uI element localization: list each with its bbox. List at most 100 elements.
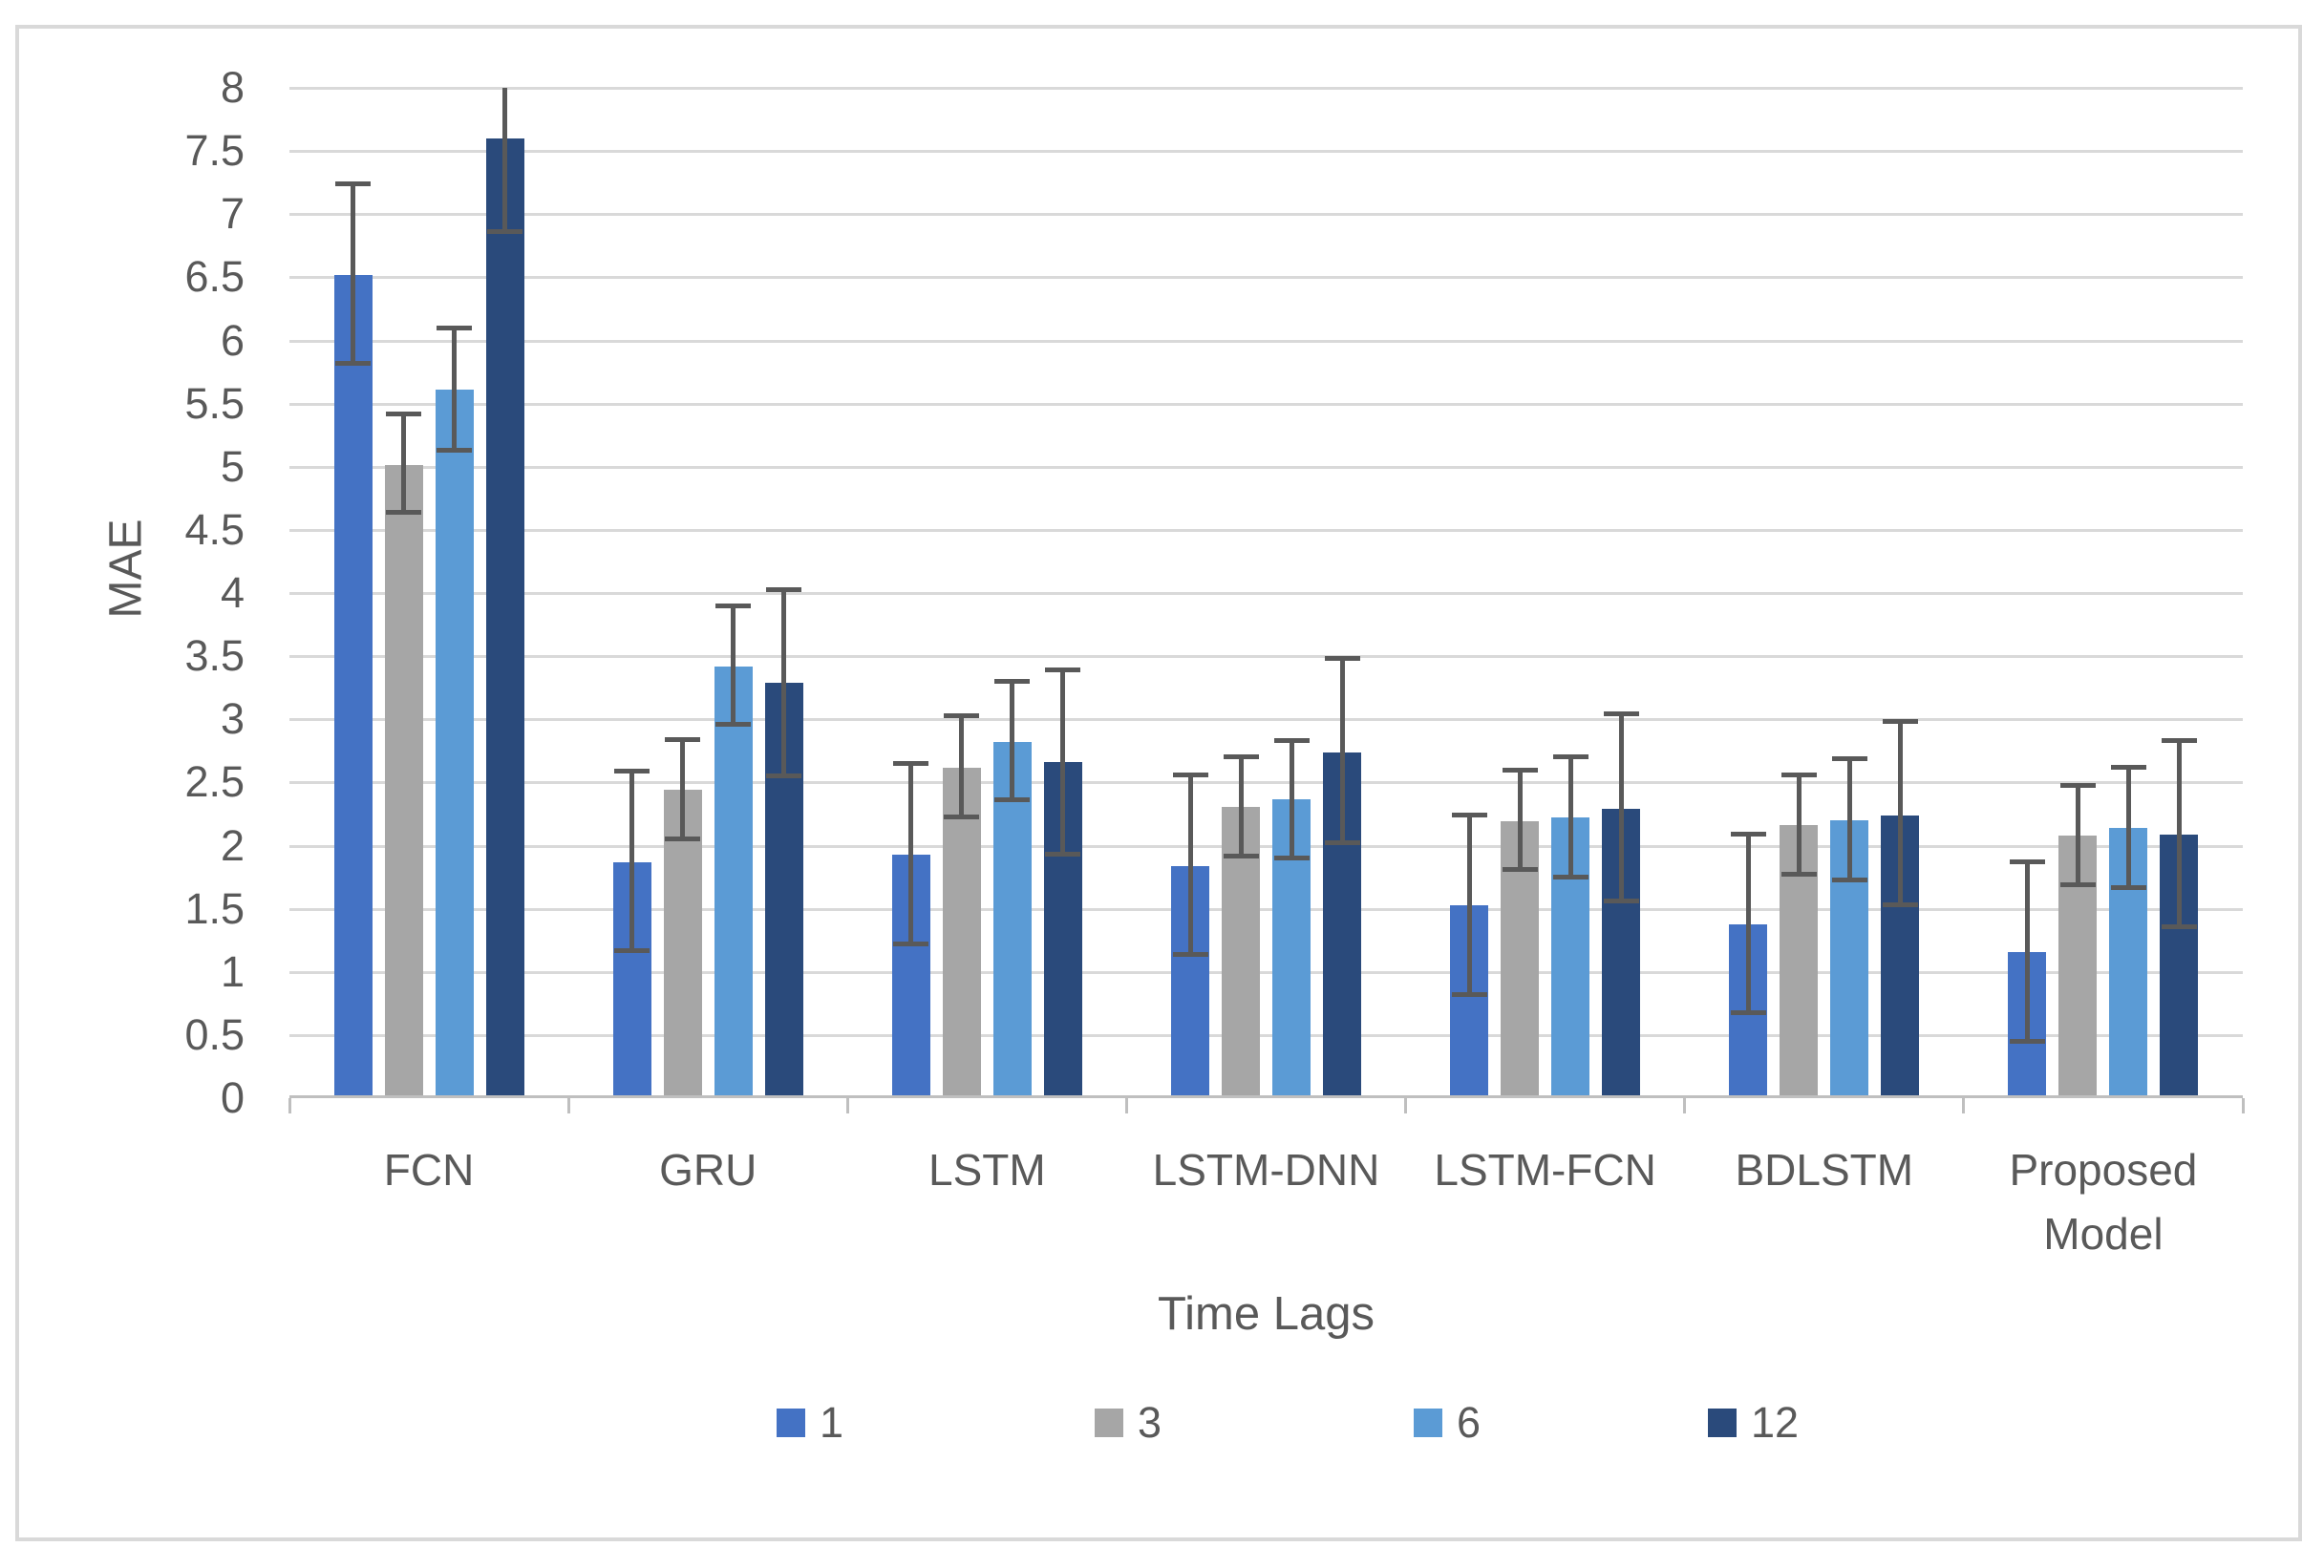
error-bar [1223, 853, 1259, 858]
error-bar [893, 942, 929, 947]
error-bar [1045, 852, 1081, 858]
error-bar [386, 411, 422, 416]
x-axis-tick [1124, 1098, 1128, 1113]
error-bar [2009, 859, 2045, 865]
error-bar [335, 360, 372, 366]
y-tick-label: 4.5 [184, 504, 245, 554]
error-bar [1172, 772, 1208, 777]
x-axis-tick [1962, 1098, 1966, 1113]
error-bar [994, 797, 1031, 803]
error-bar [614, 947, 650, 953]
error-bar [944, 712, 980, 718]
y-tick-label: 5.5 [184, 378, 245, 428]
x-category-label-bdlstm: BDLSTM [1735, 1145, 1914, 1195]
gridline [289, 781, 2243, 785]
error-bar [452, 328, 458, 451]
gridline [289, 402, 2243, 406]
legend-swatch-lag-1 [777, 1409, 805, 1437]
error-bar [1552, 875, 1588, 880]
error-bar [731, 605, 736, 725]
legend-item-lag-12: 12 [1708, 1398, 1799, 1447]
error-bar [1603, 899, 1639, 904]
y-tick-label: 1.5 [184, 883, 245, 933]
error-bar [2161, 738, 2197, 744]
x-axis-line [289, 1095, 2243, 1098]
x-axis-tick [1404, 1098, 1408, 1113]
error-bar [2176, 740, 2182, 927]
error-bar [1517, 770, 1523, 870]
gridline [289, 1033, 2243, 1037]
error-bar [502, 88, 508, 232]
legend-item-lag-3: 3 [1095, 1398, 1162, 1447]
x-axis-title: Time Lags [1158, 1288, 1375, 1340]
error-bar [665, 837, 701, 842]
error-bar [1502, 767, 1538, 773]
error-bar [781, 589, 787, 776]
error-bar [665, 736, 701, 742]
error-bar [1780, 872, 1817, 878]
y-tick-label: 4 [220, 568, 245, 617]
x-category-label-lstm-dnn: LSTM-DNN [1152, 1145, 1380, 1195]
error-bar [1796, 774, 1802, 875]
gridline [289, 592, 2243, 595]
error-bar [1745, 834, 1751, 1013]
error-bar [680, 739, 686, 839]
x-axis-tick [288, 1098, 291, 1113]
y-tick-label: 3 [220, 694, 245, 744]
error-bar [1451, 813, 1487, 818]
gridline [289, 87, 2243, 90]
error-bar [1060, 669, 1066, 855]
error-bar [2125, 767, 2131, 888]
y-tick-label: 0.5 [184, 1009, 245, 1059]
legend-label-lag-1: 1 [820, 1398, 844, 1447]
bar-fcn-lag-3 [384, 465, 423, 1098]
legend: 1 3 6 12 [0, 1398, 2324, 1459]
error-bar [386, 509, 422, 515]
legend-swatch-lag-12 [1708, 1409, 1737, 1437]
error-bar [944, 814, 980, 819]
gridline [289, 844, 2243, 848]
gridline [289, 655, 2243, 659]
gridline [289, 970, 2243, 974]
y-tick-label: 6.5 [184, 252, 245, 302]
y-tick-label: 2 [220, 820, 245, 870]
error-bar [487, 229, 523, 235]
error-bar [1831, 877, 1867, 882]
error-bar [1273, 856, 1310, 861]
error-bar [401, 413, 407, 513]
error-bar [1451, 992, 1487, 998]
error-bar [2024, 861, 2030, 1042]
gridline [289, 528, 2243, 532]
error-bar [1730, 832, 1766, 837]
gridline [289, 213, 2243, 217]
error-bar [1846, 758, 1852, 880]
gridline [289, 276, 2243, 280]
error-bar [1223, 754, 1259, 760]
bar-fcn-lag-6 [435, 390, 474, 1098]
x-category-label-lstm-fcn: LSTM-FCN [1434, 1145, 1656, 1195]
error-bar [766, 773, 802, 779]
error-bar [1552, 754, 1588, 760]
error-bar [1324, 840, 1360, 846]
error-bar [1466, 815, 1472, 995]
error-bar [1730, 1009, 1766, 1015]
error-bar [614, 768, 650, 773]
legend-swatch-lag-3 [1095, 1409, 1123, 1437]
error-bar [994, 679, 1031, 685]
legend-item-lag-1: 1 [777, 1398, 843, 1447]
y-tick-label: 2.5 [184, 757, 245, 807]
error-bar [1010, 681, 1015, 800]
y-tick-label: 6 [220, 315, 245, 365]
y-tick-label: 0 [220, 1073, 245, 1122]
error-bar [1324, 656, 1360, 662]
error-bar [437, 448, 473, 454]
error-bar [1882, 902, 1918, 908]
error-bar [1831, 755, 1867, 761]
error-bar [335, 181, 372, 186]
error-bar [437, 325, 473, 330]
error-bar [1897, 721, 1903, 905]
legend-item-lag-6: 6 [1414, 1398, 1481, 1447]
error-bar [766, 586, 802, 592]
x-axis-tick [566, 1098, 570, 1113]
y-tick-label: 7.5 [184, 126, 245, 176]
